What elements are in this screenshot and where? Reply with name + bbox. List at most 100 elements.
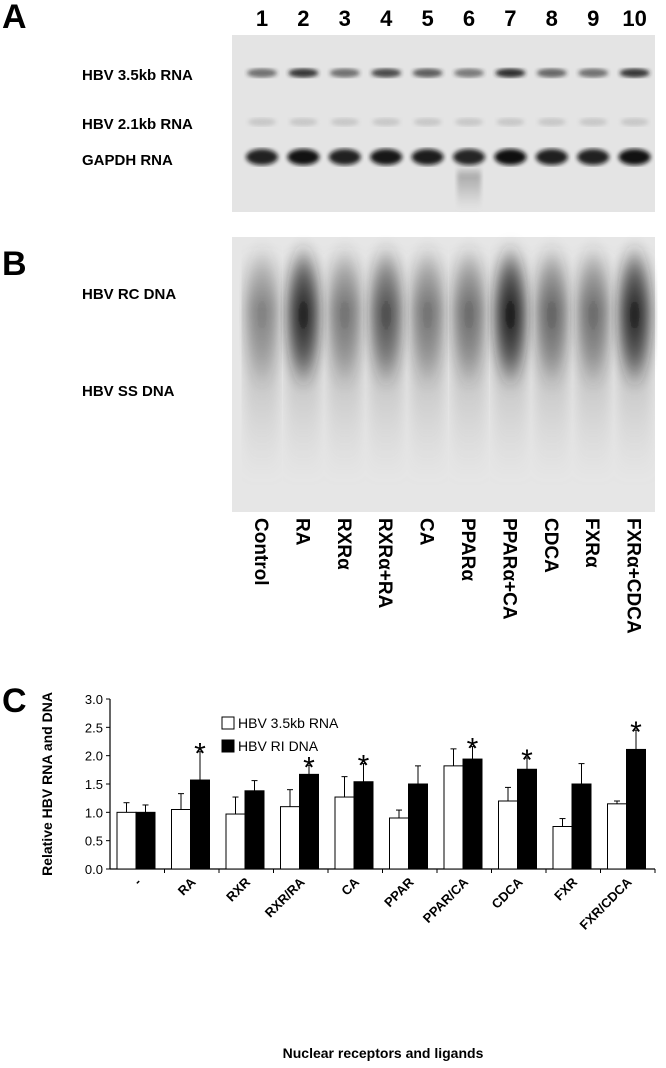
- lane-label: FXRα+CDCA: [623, 518, 644, 634]
- y-axis-title: Relative HBV RNA and DNA: [39, 692, 55, 876]
- band: [288, 68, 319, 78]
- lane-label: PPARα+CA: [498, 518, 519, 620]
- band-label: GAPDH RNA: [82, 152, 173, 169]
- significance-marker: *: [194, 738, 206, 771]
- bar: [517, 768, 537, 870]
- band: [619, 68, 650, 78]
- bar: [607, 803, 627, 870]
- lane-label: CA: [416, 518, 437, 546]
- dna-blot: [232, 237, 655, 512]
- significance-marker: *: [467, 733, 479, 766]
- band-label: HBV 3.5kb RNA: [82, 67, 193, 84]
- band: [618, 149, 651, 165]
- smear: [367, 240, 406, 390]
- band: [372, 118, 401, 126]
- lane-label: RXRα+RA: [374, 518, 395, 609]
- lane-number: 1: [256, 6, 268, 31]
- lane-number: 8: [546, 6, 558, 31]
- band-label: HBV SS DNA: [82, 383, 175, 400]
- band: [453, 149, 485, 165]
- band-label: HBV 2.1kb RNA: [82, 116, 193, 133]
- legend-label: HBV RI DNA: [238, 738, 319, 754]
- y-tick-label: 1.5: [85, 777, 103, 792]
- band: [495, 68, 526, 78]
- band: [329, 68, 360, 78]
- band: [330, 118, 359, 126]
- lane-label: RXRα: [333, 518, 354, 570]
- y-tick-label: 1.0: [85, 805, 103, 820]
- lane-number: 3: [339, 6, 351, 31]
- bar: [626, 748, 646, 870]
- legend-swatch: [221, 739, 235, 753]
- lane-number: 10: [622, 6, 646, 31]
- band: [577, 149, 610, 165]
- y-tick-label: 0.0: [85, 862, 103, 877]
- smear: [325, 240, 364, 390]
- smear: [615, 240, 654, 390]
- bar: [171, 809, 191, 870]
- bar: [190, 779, 210, 870]
- significance-marker: *: [358, 750, 370, 783]
- band: [496, 118, 525, 126]
- smear: [491, 240, 530, 390]
- bar: [408, 783, 428, 870]
- band: [328, 149, 361, 165]
- smear: [532, 240, 571, 390]
- band: [413, 118, 442, 126]
- y-tick-label: 2.0: [85, 749, 103, 764]
- rna-blot: [232, 35, 655, 212]
- bar: [498, 800, 518, 870]
- y-tick-label: 2.5: [85, 720, 103, 735]
- bar: [299, 773, 319, 870]
- band-label: HBV RC DNA: [82, 286, 176, 303]
- band: [370, 149, 403, 165]
- band: [455, 118, 483, 126]
- band: [578, 68, 609, 78]
- band: [246, 149, 278, 165]
- band: [536, 68, 567, 78]
- lane-number: 9: [587, 6, 599, 31]
- lane-label: Control: [250, 518, 271, 586]
- significance-marker: *: [630, 716, 642, 749]
- band: [412, 68, 443, 78]
- panel-label: C: [2, 682, 27, 720]
- lane-number: 6: [463, 6, 475, 31]
- panel-label: A: [2, 0, 27, 36]
- smear: [450, 240, 488, 390]
- bar: [116, 811, 137, 870]
- smear: [408, 240, 447, 390]
- band: [289, 118, 318, 126]
- bar: [552, 826, 573, 870]
- x-axis-title: Nuclear receptors and ligands: [283, 1045, 484, 1061]
- band: [454, 68, 484, 78]
- bar: [280, 806, 300, 870]
- smear: [243, 240, 281, 390]
- bar: [334, 796, 355, 870]
- legend-label: HBV 3.5kb RNA: [238, 715, 339, 731]
- panel-label: B: [2, 245, 27, 283]
- lane-label: RA: [291, 518, 312, 546]
- lane-number: 7: [504, 6, 516, 31]
- band: [494, 149, 527, 165]
- band: [247, 68, 277, 78]
- band: [411, 149, 444, 165]
- band: [620, 118, 649, 126]
- band: [537, 118, 566, 126]
- lane-label: PPARα: [457, 518, 478, 581]
- y-tick-label: 0.5: [85, 834, 103, 849]
- lane-label: FXRα: [581, 518, 602, 568]
- bar: [135, 811, 156, 870]
- band: [535, 149, 568, 165]
- bar: [443, 765, 464, 870]
- bar: [389, 817, 409, 870]
- smear: [457, 165, 481, 210]
- lane-number: 4: [380, 6, 393, 31]
- bar: [225, 813, 246, 870]
- band: [371, 68, 402, 78]
- legend-swatch: [221, 716, 235, 730]
- significance-marker: *: [521, 744, 533, 777]
- band: [287, 149, 320, 165]
- lane-label: CDCA: [540, 518, 561, 573]
- bar: [244, 790, 265, 870]
